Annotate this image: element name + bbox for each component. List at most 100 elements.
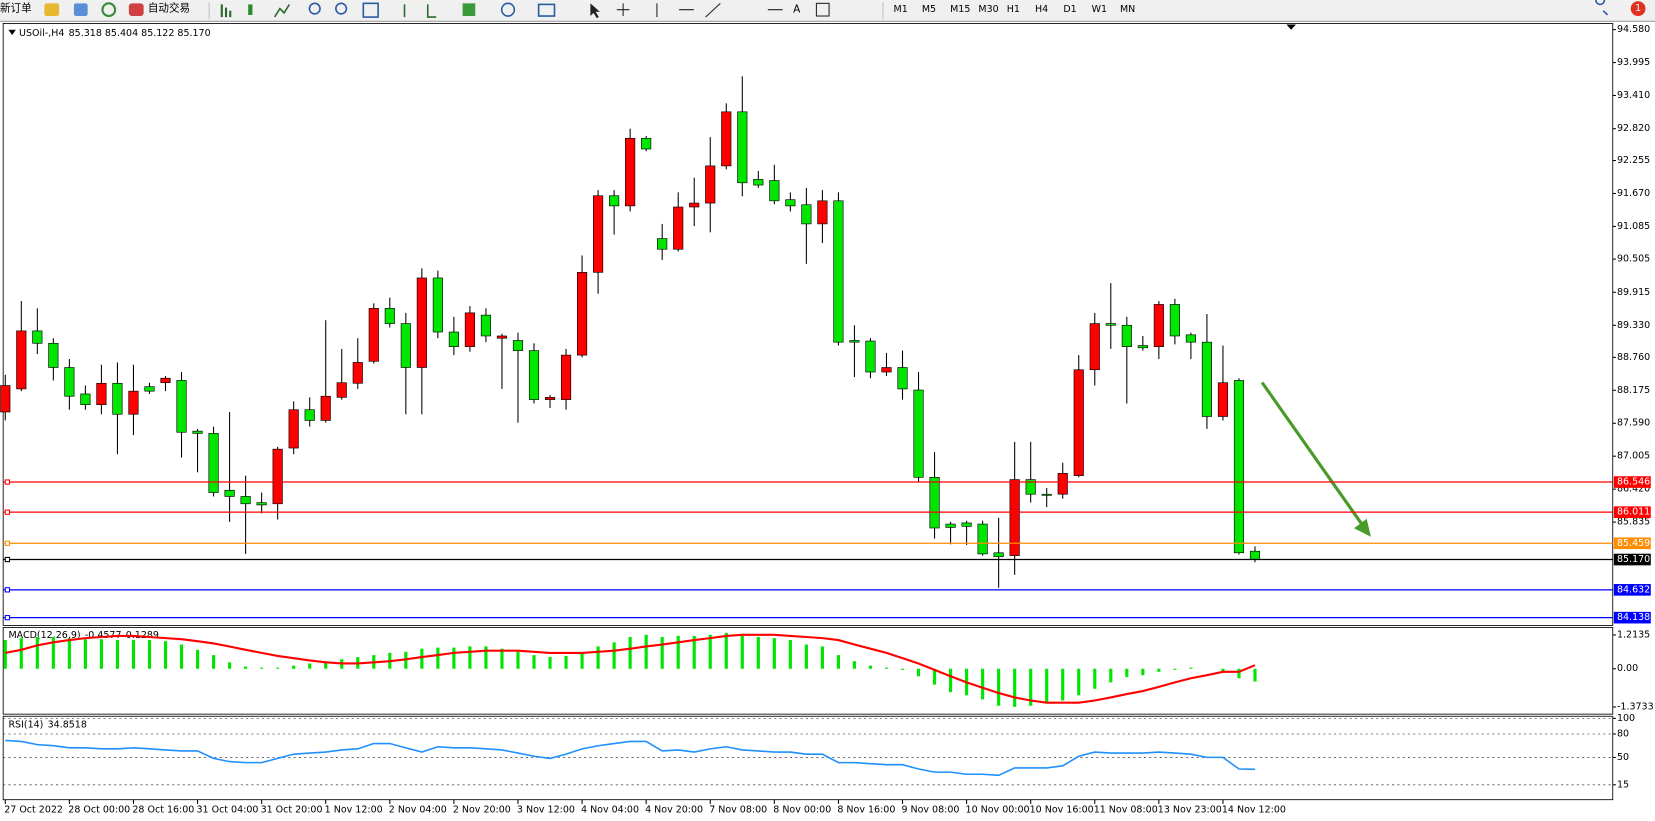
auto-trading-button[interactable]: 自动交易 [148, 2, 190, 15]
x-tick-label: 8 Nov 16:00 [837, 805, 895, 816]
arrow-head [1353, 518, 1371, 537]
timeframe-button[interactable]: H4 [1035, 4, 1048, 15]
candle-body [1089, 323, 1100, 371]
price-level-handle [4, 615, 11, 621]
candle-body [224, 489, 235, 497]
y-tick-label: 50 [1617, 752, 1629, 763]
timeframe-button[interactable]: D1 [1063, 4, 1076, 15]
y-tick-label: 1.2135 [1617, 629, 1650, 640]
candle-body [753, 179, 764, 186]
auto-trading-icon[interactable] [128, 3, 144, 17]
timeframe-button[interactable]: M30 [978, 4, 998, 15]
notification-badge[interactable] [1630, 1, 1646, 17]
zoom-in-icon[interactable] [308, 2, 321, 15]
candle-body [240, 496, 251, 505]
x-tick-label: 10 Nov 16:00 [1030, 805, 1094, 816]
candle-body [705, 165, 716, 204]
drawing-icons[interactable] [656, 2, 783, 18]
candles-icon[interactable] [248, 4, 253, 15]
chart-frame [2, 22, 1614, 801]
candle-body [176, 380, 187, 433]
cursor-icon[interactable] [590, 3, 600, 19]
search-icon[interactable] [1595, 0, 1609, 16]
toolbar-icon[interactable] [403, 4, 437, 18]
candle-body [689, 202, 700, 208]
candle-body [881, 367, 892, 373]
y-tick-label: 89.915 [1617, 287, 1650, 298]
periods-icon[interactable] [500, 2, 516, 17]
x-tick-label: 13 Nov 23:00 [1158, 805, 1222, 816]
chart-shift-marker[interactable] [1286, 24, 1296, 30]
crosshair-icon[interactable] [616, 3, 630, 17]
x-tick-label: 14 Nov 12:00 [1222, 805, 1286, 816]
templates-icon[interactable] [537, 3, 556, 17]
zoom-out-icon[interactable] [335, 2, 348, 15]
candle-body [1137, 345, 1148, 349]
indicator-header: MACD(12,26,9) -0.4577 0.1289 [8, 629, 159, 640]
candle-body [1249, 550, 1261, 560]
candle-body [849, 340, 860, 343]
candle-body [1217, 382, 1229, 417]
candle-body [817, 200, 828, 225]
x-tick-label: 27 Oct 2022 [4, 805, 63, 816]
candle-body [16, 330, 27, 390]
timeframe-button[interactable]: W1 [1092, 4, 1107, 15]
candle-body [721, 111, 732, 167]
price-level-handle [4, 509, 11, 515]
indicator-value: 0.1289 [126, 629, 159, 640]
candle-body [1121, 324, 1132, 347]
toolbar-icon[interactable] [101, 2, 117, 18]
price-level-tag [1613, 537, 1651, 550]
candle-body [256, 502, 267, 506]
candle-body [625, 137, 636, 207]
x-tick-label: 31 Oct 04:00 [196, 805, 258, 816]
candle-body [496, 335, 508, 339]
candle-body [0, 385, 11, 413]
candle-body [368, 308, 379, 362]
candle-body [416, 277, 427, 368]
timeframe-button[interactable]: MN [1120, 4, 1135, 15]
x-tick-label: 2 Nov 20:00 [453, 805, 511, 816]
toolbar-icon[interactable] [44, 3, 60, 17]
candle-body [641, 137, 652, 150]
candle-body [961, 522, 972, 527]
candle-body [432, 277, 443, 333]
line-chart-icon[interactable] [273, 3, 291, 18]
timeframe-button[interactable]: M5 [922, 4, 936, 15]
candle-body [128, 390, 139, 415]
candle-body [1169, 304, 1180, 337]
price-level-label: 86.011 [1617, 507, 1650, 518]
bar-chart-icon[interactable] [220, 4, 232, 18]
timeframe-button[interactable]: H1 [1007, 4, 1020, 15]
candle-body [865, 340, 876, 373]
candle-body [1185, 334, 1196, 343]
notification-count: 1 [1635, 3, 1641, 14]
timeframe-button[interactable]: M1 [894, 4, 908, 15]
x-tick-label: 8 Nov 00:00 [773, 805, 831, 816]
rsi-line [5, 739, 1256, 777]
price-level-label: 85.170 [1617, 554, 1650, 565]
candle-body [1057, 473, 1068, 495]
x-tick-label: 9 Nov 08:00 [901, 805, 959, 816]
y-tick-label: 85.835 [1617, 517, 1650, 528]
candle-body [288, 409, 299, 449]
candle-body [512, 340, 524, 351]
candle-body [1009, 479, 1020, 556]
label-tool[interactable] [815, 2, 830, 17]
tile-icon[interactable] [362, 2, 379, 18]
new-order-button[interactable]: 新订单 [0, 2, 32, 15]
candle-body [577, 272, 588, 356]
price-level-label: 84.632 [1617, 584, 1650, 595]
candle-body [801, 204, 812, 225]
main-panel-border [2, 22, 1614, 626]
text-tool[interactable]: A [793, 4, 801, 16]
indicator-value: -0.4577 [85, 629, 122, 640]
y-tick-label: 86.420 [1617, 484, 1650, 495]
indicators-icon[interactable] [462, 3, 476, 17]
timeframe-button[interactable]: M15 [950, 4, 970, 15]
candle-body [272, 448, 283, 505]
candle-body [977, 523, 988, 555]
toolbar-icon[interactable] [73, 3, 88, 17]
y-tick-label: 100 [1617, 713, 1635, 724]
candle-body [144, 386, 155, 392]
